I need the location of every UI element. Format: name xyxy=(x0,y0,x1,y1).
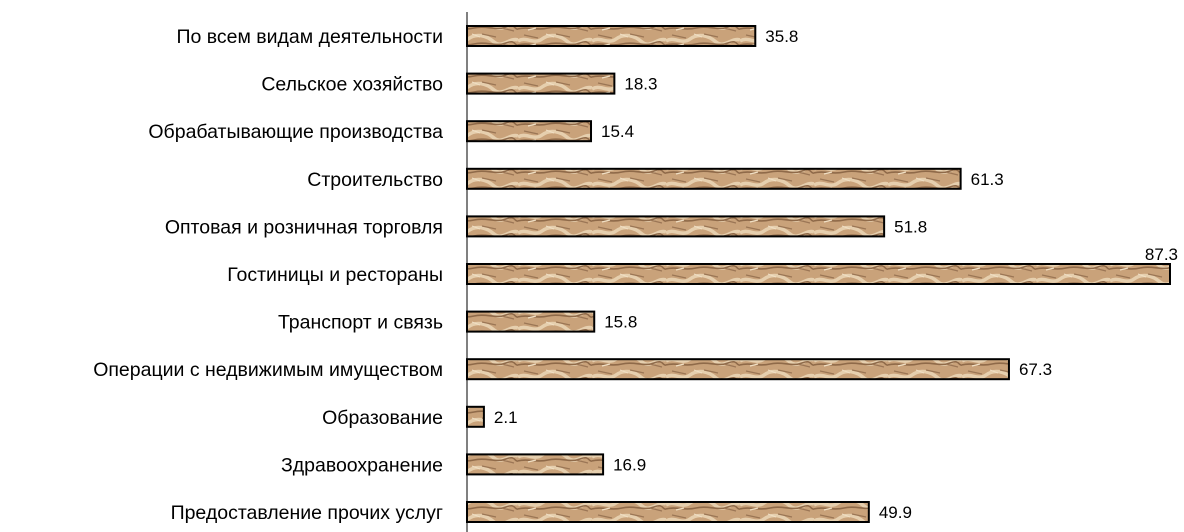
category-label: Предоставление прочих услуг xyxy=(171,502,443,524)
bar xyxy=(466,167,962,190)
value-label: 15.8 xyxy=(604,313,637,332)
category-label: Строительство xyxy=(307,169,443,191)
category-label: По всем видам деятельности xyxy=(176,26,443,48)
category-labels-group: По всем видам деятельности Сельское хозяй… xyxy=(93,26,443,524)
value-label: 49.9 xyxy=(879,503,912,522)
bar xyxy=(466,25,757,47)
value-label: 16.9 xyxy=(613,455,646,474)
bar xyxy=(466,310,596,333)
value-label: 51.8 xyxy=(894,217,927,236)
bars-group xyxy=(466,25,1171,523)
bar xyxy=(466,453,605,476)
category-label: Здравоохранение xyxy=(281,454,443,476)
value-label: 35.8 xyxy=(765,27,798,46)
category-label: Транспорт и связь xyxy=(278,312,443,334)
value-label: 67.3 xyxy=(1019,360,1052,379)
value-label: 87.3 xyxy=(1145,245,1178,264)
category-label: Обрабатывающие производства xyxy=(148,121,443,143)
bar xyxy=(466,501,870,523)
value-labels-group: 35.8 18.3 15.4 61.3 51.8 87.3 15.8 67.3 2.1 16.9 4… xyxy=(494,27,1178,522)
category-label: Операции с недвижимым имуществом xyxy=(93,359,443,381)
category-label: Оптовая и розничная торговля xyxy=(165,216,443,238)
bar xyxy=(466,72,616,95)
bar xyxy=(466,120,593,143)
bar xyxy=(466,263,1171,285)
value-label: 2.1 xyxy=(494,408,518,427)
category-label: Сельское хозяйство xyxy=(261,74,443,96)
bar xyxy=(466,358,1010,381)
bar xyxy=(466,405,485,428)
value-label: 15.4 xyxy=(601,122,634,141)
value-label: 61.3 xyxy=(971,170,1004,189)
value-label: 18.3 xyxy=(624,75,657,94)
category-label: Гостиницы и рестораны xyxy=(227,264,443,286)
bar xyxy=(466,215,886,238)
category-label: Образование xyxy=(322,407,443,429)
